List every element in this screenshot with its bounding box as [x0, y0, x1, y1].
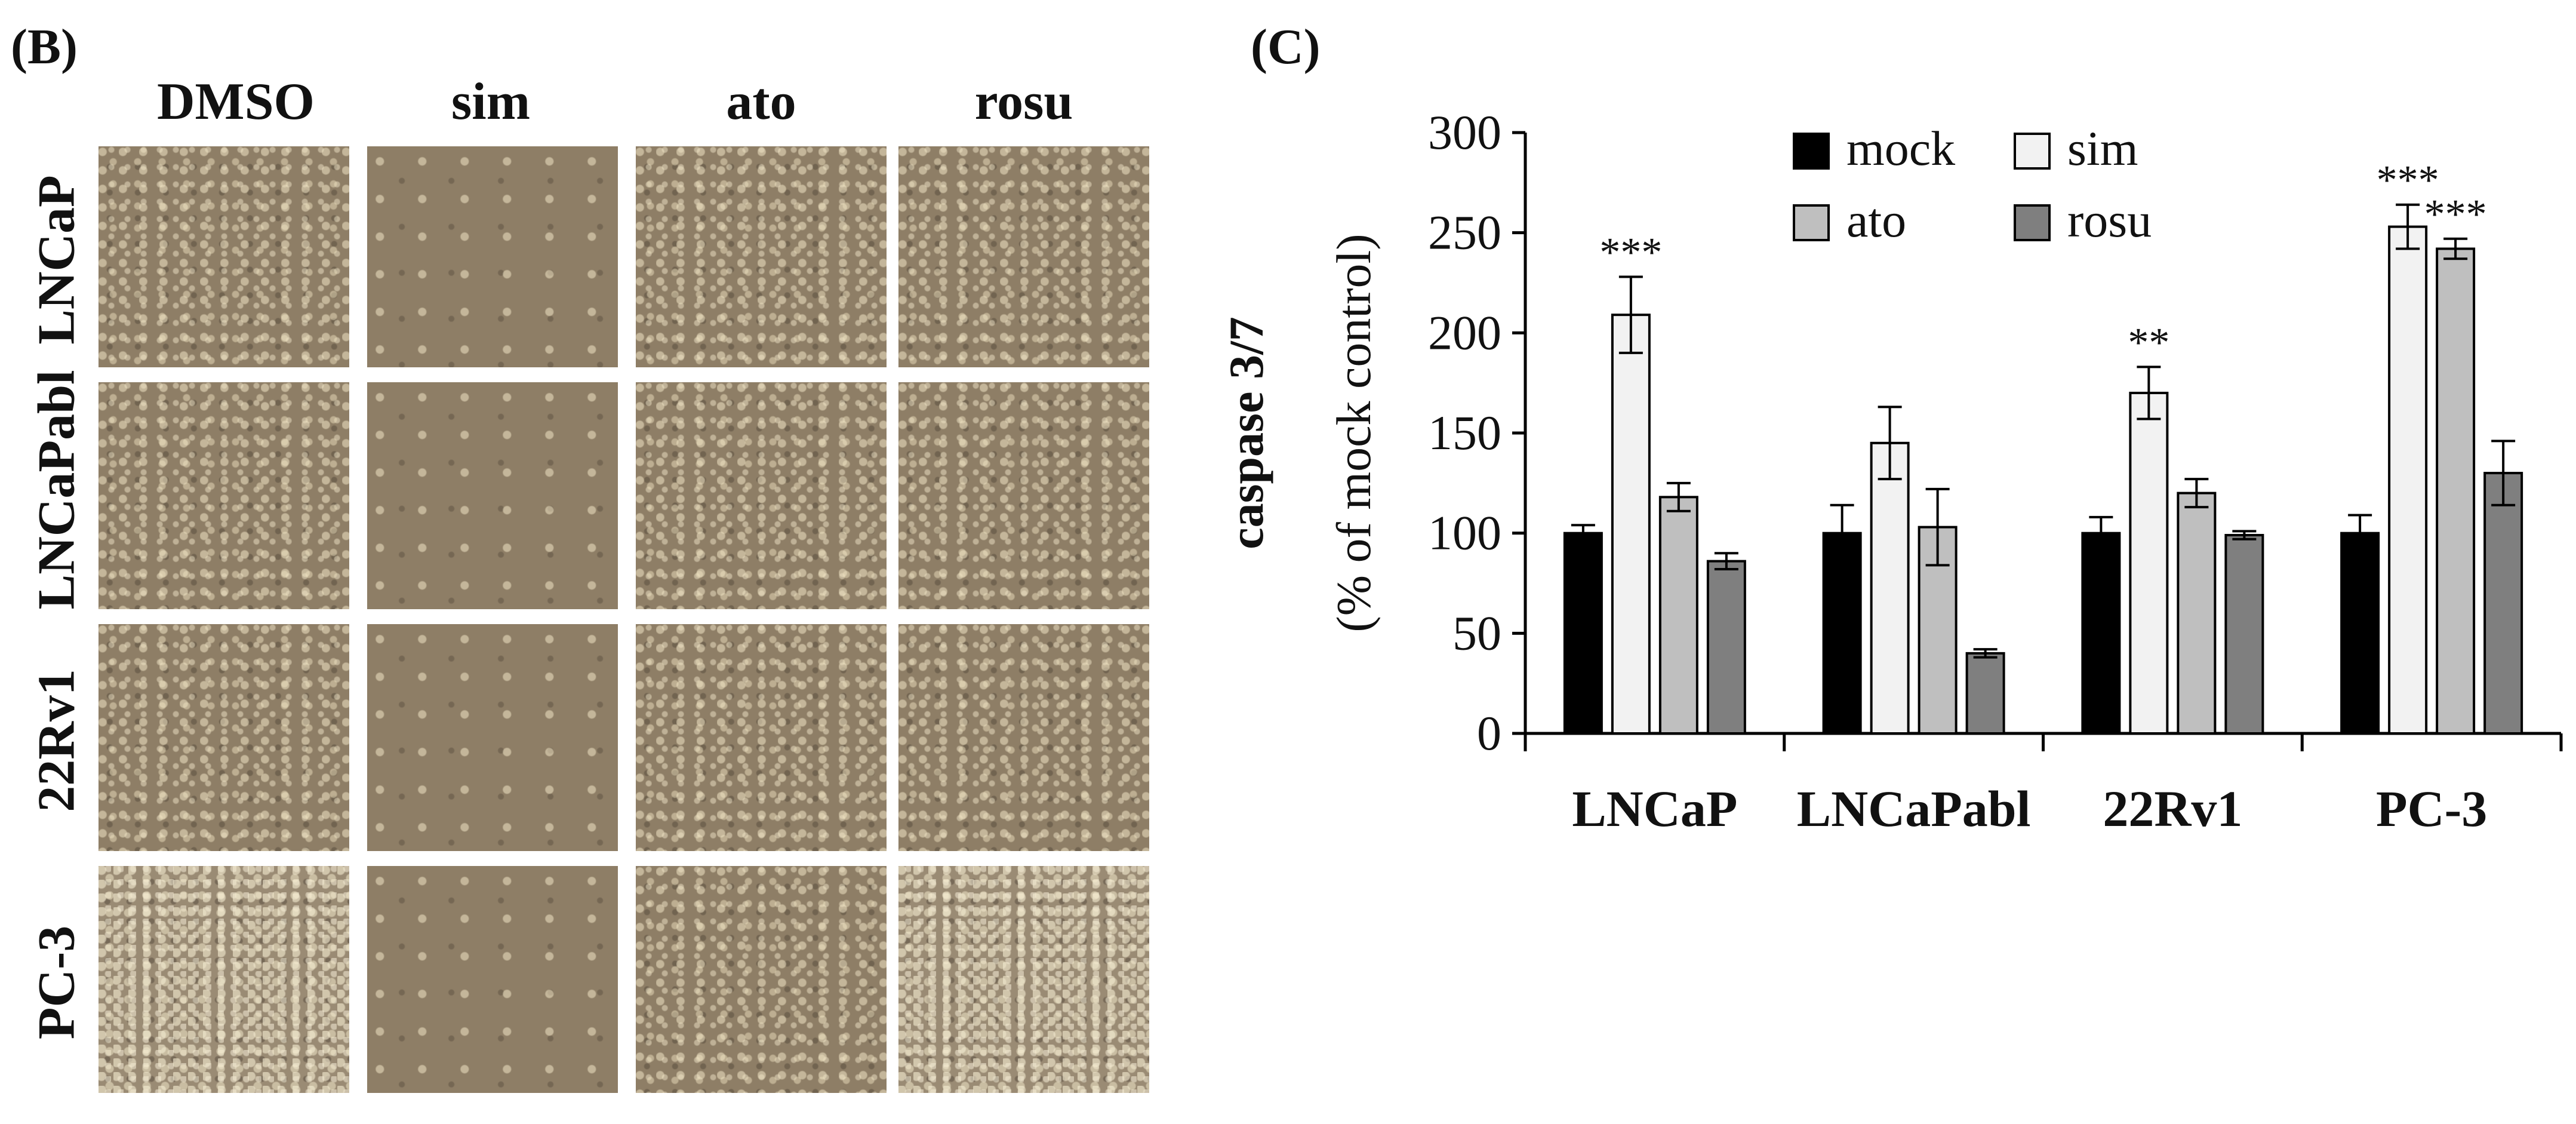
bar-lncap-sim [1611, 314, 1651, 735]
bar-lncapabl-rosu [1965, 652, 2005, 735]
bar-22rv1-rosu [2224, 534, 2264, 735]
x-category-label-pc-3: PC-3 [2376, 780, 2487, 837]
micrograph-22rv1-dmso [99, 624, 349, 851]
micrograph-lncap-sim [367, 146, 618, 367]
micrograph-22rv1-sim [367, 624, 618, 851]
micrograph-lncapabl-rosu [898, 382, 1149, 609]
bar-lncap-rosu [1706, 560, 1746, 735]
bar-pc-3-mock [2340, 532, 2380, 735]
micrograph-lncapabl-sim [367, 382, 618, 609]
y-axis-label: (% of mock control) [1327, 234, 1381, 632]
significance-pc-3-sim: *** [2377, 158, 2439, 204]
bar-lncapabl-sim [1870, 441, 1910, 735]
legend-label-ato: ato [1846, 193, 1906, 247]
micrograph-lncapabl-ato [636, 382, 887, 609]
micrograph-pc3-ato [636, 866, 887, 1093]
y-tick-label: 250 [1428, 205, 1501, 260]
bar-pc-3-ato [2436, 247, 2476, 735]
bar-22rv1-ato [2177, 492, 2217, 735]
bar-lncapabl-mock [1822, 532, 1862, 735]
legend-label-rosu: rosu [2067, 193, 2152, 247]
column-header-rosu: rosu [974, 73, 1073, 131]
y-tick-label: 150 [1428, 406, 1501, 460]
x-category-label-lncap: LNCaP [1572, 780, 1737, 837]
micrograph-pc3-dmso [99, 866, 349, 1093]
panel-b-label: (B) [11, 19, 78, 75]
y-tick-label: 100 [1428, 506, 1501, 560]
legend-swatch-sim [2014, 133, 2051, 170]
x-category-label-22rv1: 22Rv1 [2103, 780, 2242, 837]
y-tick-label: 300 [1428, 105, 1501, 159]
column-header-dmso: DMSO [157, 73, 315, 131]
legend-swatch-ato [1793, 204, 1830, 241]
bar-pc-3-sim [2388, 225, 2428, 735]
x-category-label-lncapabl: LNCaPabl [1797, 780, 2031, 837]
legend-label-mock: mock [1846, 121, 1955, 176]
micrograph-pc3-rosu [898, 866, 1149, 1093]
legend-swatch-mock [1793, 133, 1830, 170]
micrograph-lncap-rosu [898, 146, 1149, 367]
significance-pc-3-ato: *** [2424, 192, 2487, 238]
bar-22rv1-mock [2081, 532, 2121, 735]
column-header-sim: sim [451, 73, 530, 131]
y-axis-label-bold: caspase 3/7 [1219, 317, 1273, 549]
y-tick-label: 50 [1452, 606, 1501, 660]
micrograph-lncap-dmso [99, 146, 349, 367]
legend-label-sim: sim [2067, 121, 2138, 176]
bar-pc-3-rosu [2483, 472, 2523, 735]
micrograph-pc3-sim [367, 866, 618, 1093]
significance-22rv1-sim: ** [2128, 320, 2169, 366]
micrograph-22rv1-rosu [898, 624, 1149, 851]
significance-lncap-sim: *** [1599, 229, 1662, 275]
bar-22rv1-sim [2129, 391, 2169, 735]
micrograph-lncap-ato [636, 146, 887, 367]
micrograph-22rv1-ato [636, 624, 887, 851]
column-header-ato: ato [726, 73, 796, 131]
legend-swatch-rosu [2014, 204, 2051, 241]
bar-lncap-mock [1563, 532, 1603, 735]
y-tick-label: 200 [1428, 305, 1501, 360]
panel-c-label: (C) [1251, 19, 1321, 75]
bar-lncap-ato [1658, 496, 1698, 735]
micrograph-lncapabl-dmso [99, 382, 349, 609]
y-tick-label: 0 [1477, 706, 1501, 760]
